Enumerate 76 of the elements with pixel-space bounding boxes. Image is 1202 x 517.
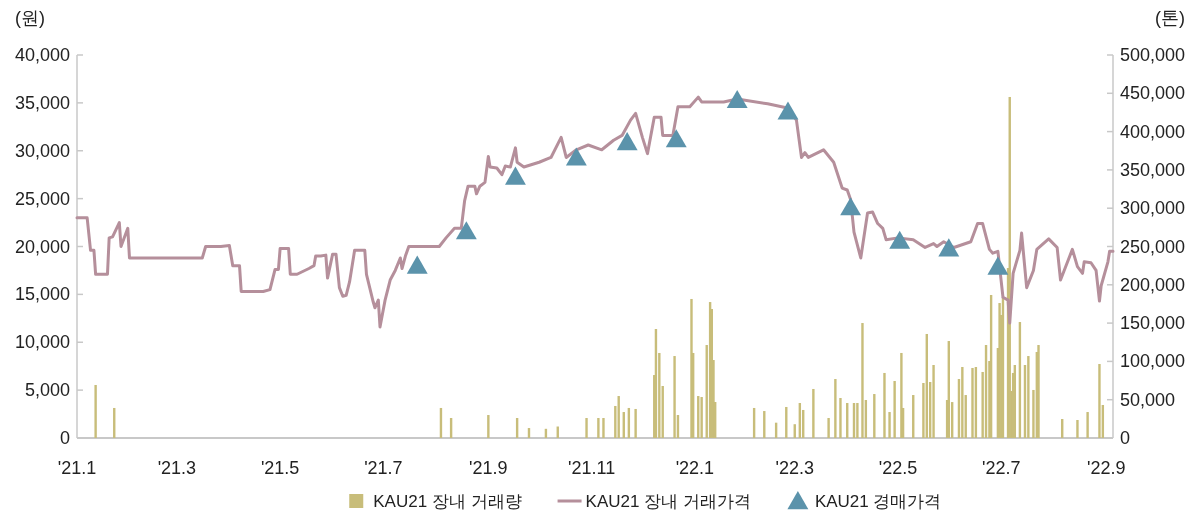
x-tick-label: '22.5 bbox=[878, 458, 918, 478]
bar bbox=[597, 418, 600, 438]
y2-tick-label: 50,000 bbox=[1120, 389, 1176, 410]
bar bbox=[94, 384, 97, 438]
bar bbox=[1086, 412, 1089, 438]
bar bbox=[602, 418, 605, 438]
bar bbox=[834, 379, 837, 438]
point bbox=[665, 129, 687, 148]
bar bbox=[893, 381, 896, 438]
y2-tick-label: 500,000 bbox=[1120, 45, 1186, 65]
legend-label: KAU21 경매가격 bbox=[814, 492, 942, 511]
bar bbox=[634, 408, 637, 438]
bar bbox=[932, 365, 935, 438]
y-tick-label: 25,000 bbox=[14, 188, 70, 209]
bar bbox=[971, 367, 974, 438]
point bbox=[504, 166, 526, 185]
y-tick-label: 20,000 bbox=[14, 236, 70, 257]
point bbox=[987, 256, 1009, 275]
y-tick-label: 10,000 bbox=[14, 332, 70, 353]
bar bbox=[690, 298, 693, 438]
bar bbox=[1037, 345, 1040, 438]
y-axis-title: (원) bbox=[15, 8, 45, 28]
x-tick-label: '22.9 bbox=[1086, 458, 1126, 478]
y2-tick-label: 400,000 bbox=[1120, 121, 1186, 142]
y2-tick-label: 350,000 bbox=[1120, 159, 1186, 180]
bar bbox=[1076, 420, 1079, 438]
bar bbox=[1098, 364, 1101, 438]
y2-tick-label: 300,000 bbox=[1120, 198, 1186, 219]
legend-label: KAU21 장내 거래가격 bbox=[585, 492, 751, 511]
y2-tick-label: 200,000 bbox=[1120, 274, 1186, 295]
y-tick-label: 15,000 bbox=[14, 284, 70, 305]
x-tick-label: '21.9 bbox=[469, 458, 508, 478]
bar bbox=[900, 352, 903, 438]
bar bbox=[617, 396, 620, 438]
bar bbox=[812, 388, 815, 438]
x-tick-label: '21.7 bbox=[364, 458, 403, 478]
point bbox=[455, 221, 477, 240]
y2-tick-label: 0 bbox=[1120, 428, 1131, 448]
x-tick-label: '21.3 bbox=[157, 458, 197, 478]
bar bbox=[961, 366, 964, 438]
x-tick-label: '21.1 bbox=[57, 458, 97, 478]
x-tick-label: '21.11 bbox=[568, 458, 616, 478]
point bbox=[616, 132, 638, 151]
point bbox=[565, 147, 587, 166]
point bbox=[889, 230, 911, 249]
y-tick-label: 40,000 bbox=[14, 45, 70, 65]
point bbox=[938, 238, 960, 257]
y2-axis-title: (톤) bbox=[1155, 8, 1185, 28]
bar bbox=[888, 412, 891, 438]
y-tick-label: 35,000 bbox=[14, 92, 70, 113]
bar bbox=[873, 394, 876, 438]
bar bbox=[856, 402, 859, 438]
bar bbox=[861, 323, 864, 438]
y-tick-label: 5,000 bbox=[24, 380, 70, 401]
bar bbox=[839, 398, 842, 438]
y2-tick-label: 450,000 bbox=[1120, 83, 1186, 104]
x-tick-label: '22.1 bbox=[675, 458, 715, 478]
x-tick-label: '21.5 bbox=[260, 458, 300, 478]
x-tick-label: '22.3 bbox=[775, 458, 814, 478]
bar bbox=[883, 372, 886, 438]
point bbox=[777, 101, 799, 120]
bar bbox=[1027, 356, 1030, 438]
bar bbox=[487, 415, 490, 438]
bar bbox=[673, 356, 676, 438]
point bbox=[726, 89, 748, 109]
y2-tick-label: 150,000 bbox=[1120, 313, 1186, 334]
legend-label: KAU21 장내 거래량 bbox=[373, 492, 522, 511]
bar bbox=[585, 418, 588, 438]
bar bbox=[827, 418, 830, 438]
y2-tick-label: 250,000 bbox=[1120, 236, 1186, 257]
x-tick-label: '22.7 bbox=[982, 458, 1021, 478]
y-tick-label: 30,000 bbox=[14, 140, 70, 161]
point bbox=[840, 197, 862, 216]
point bbox=[406, 255, 428, 274]
y-tick-label: 0 bbox=[59, 428, 70, 448]
y2-tick-label: 100,000 bbox=[1120, 351, 1186, 372]
